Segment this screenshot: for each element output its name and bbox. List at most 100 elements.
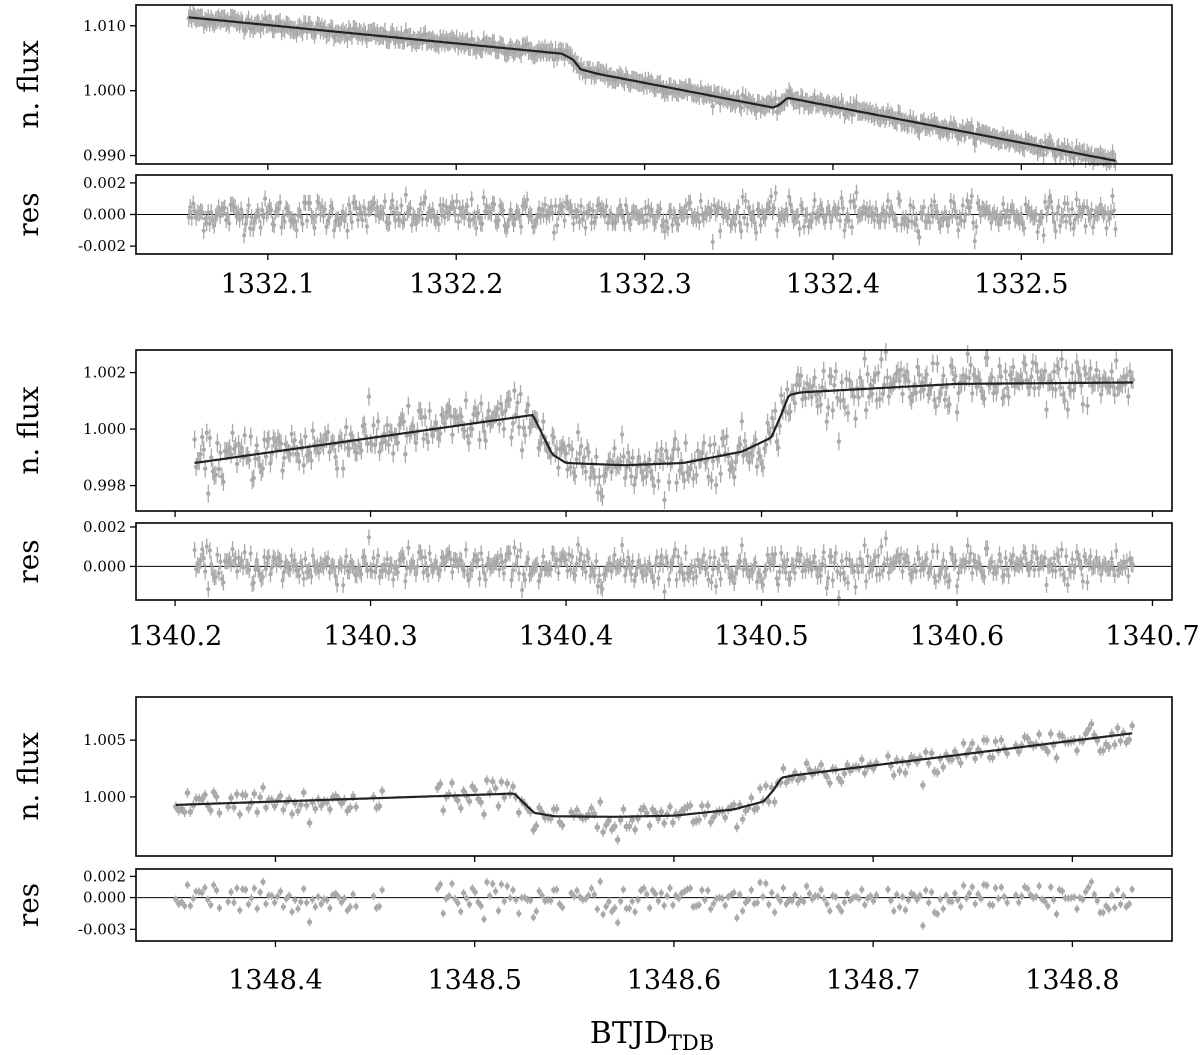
top-res-point bbox=[848, 199, 853, 204]
middle-res-point bbox=[450, 570, 455, 575]
middle-res-point bbox=[501, 571, 506, 576]
top-res-point bbox=[349, 220, 354, 225]
middle-res-point bbox=[709, 580, 714, 585]
top-res-point bbox=[399, 203, 404, 208]
middle-res-point bbox=[610, 562, 615, 567]
middle-flux-point bbox=[821, 368, 826, 374]
middle-flux-point bbox=[651, 483, 657, 489]
middle-flux-point bbox=[568, 465, 573, 470]
middle-flux-point bbox=[401, 419, 407, 424]
top-res-point bbox=[909, 219, 914, 224]
middle-res-point bbox=[309, 574, 314, 579]
middle-flux-point bbox=[1126, 394, 1131, 399]
middle-res-point bbox=[213, 574, 218, 579]
top-res-point bbox=[1082, 205, 1087, 210]
middle-res-point bbox=[401, 556, 406, 561]
middle-res-point bbox=[691, 576, 696, 581]
top-res-point bbox=[206, 210, 211, 215]
middle-res-point bbox=[898, 552, 903, 557]
top-res-point bbox=[685, 215, 690, 220]
middle-res-point bbox=[288, 567, 293, 572]
middle-res-point bbox=[701, 553, 706, 558]
top-res-point bbox=[354, 206, 359, 211]
middle-flux-point bbox=[301, 463, 306, 468]
middle-res-point bbox=[462, 568, 467, 573]
middle-res-point bbox=[714, 584, 719, 589]
middle-flux-point bbox=[383, 439, 388, 444]
middle-flux-point bbox=[621, 454, 626, 459]
top-res-point bbox=[1062, 201, 1067, 206]
top-res-point bbox=[616, 212, 621, 217]
middle-flux-point bbox=[242, 433, 247, 438]
middle-flux-point bbox=[819, 385, 825, 390]
middle-res-point bbox=[618, 562, 623, 567]
middle-flux-point bbox=[739, 419, 745, 424]
middle-res-point bbox=[230, 547, 235, 552]
middle-res-point bbox=[292, 558, 297, 563]
middle-res-point bbox=[914, 569, 919, 574]
middle-res-point bbox=[627, 562, 632, 567]
middle-flux-point bbox=[565, 467, 570, 472]
middle-res-point bbox=[365, 568, 370, 573]
middle-flux-point bbox=[292, 437, 297, 443]
middle-res-point bbox=[941, 558, 946, 563]
middle-flux-point bbox=[522, 433, 528, 438]
top-res-point bbox=[303, 200, 308, 205]
middle-res-point bbox=[1124, 559, 1129, 564]
middle-flux-point bbox=[709, 478, 714, 483]
top-res-point bbox=[662, 229, 667, 234]
middle-res-point bbox=[965, 543, 970, 548]
middle-flux-point bbox=[500, 411, 505, 416]
top-res-point bbox=[775, 228, 780, 233]
middle-flux-point bbox=[371, 423, 376, 428]
middle-res-point bbox=[579, 552, 584, 557]
top-res-point bbox=[1005, 208, 1010, 213]
middle-flux-point bbox=[1023, 362, 1028, 367]
top-res-point bbox=[836, 206, 841, 211]
middle-flux-point bbox=[788, 409, 793, 414]
middle-flux-point bbox=[287, 451, 293, 457]
middle-res-point bbox=[207, 548, 212, 553]
middle-res-point bbox=[1085, 580, 1090, 585]
middle-res-point bbox=[865, 554, 870, 559]
middle-flux-point bbox=[239, 445, 244, 450]
middle-res-point bbox=[711, 567, 716, 572]
middle-res-point bbox=[517, 571, 522, 576]
middle-res-point bbox=[826, 576, 831, 581]
middle-res-point bbox=[253, 567, 258, 572]
middle-res-point bbox=[818, 573, 823, 578]
middle-res-point bbox=[776, 582, 781, 587]
top-res-point bbox=[397, 217, 402, 222]
middle-res-point bbox=[477, 576, 482, 581]
middle-flux-point bbox=[830, 408, 835, 413]
middle-flux-point bbox=[877, 396, 882, 402]
middle-res-point bbox=[718, 577, 723, 582]
middle-res-point bbox=[347, 569, 352, 574]
middle-flux-point bbox=[280, 468, 285, 473]
middle-flux-point bbox=[842, 405, 848, 410]
top-res-point bbox=[201, 228, 206, 233]
top-res-point bbox=[322, 207, 327, 212]
top-res-point bbox=[968, 205, 973, 210]
middle-res-point bbox=[935, 549, 940, 554]
bottom-flux-point bbox=[199, 796, 205, 803]
top-res-point bbox=[710, 239, 715, 244]
middle-flux-point bbox=[1001, 393, 1007, 399]
middle-res-point bbox=[583, 570, 588, 575]
middle-flux-point bbox=[289, 431, 294, 437]
middle-flux-point bbox=[218, 450, 223, 455]
middle-res-point bbox=[1083, 558, 1088, 563]
middle-flux-point bbox=[233, 443, 238, 449]
middle-res-point bbox=[874, 572, 879, 577]
top-res-point bbox=[897, 198, 902, 203]
top-res-point bbox=[188, 204, 193, 209]
middle-res-point bbox=[326, 556, 331, 561]
middle-res-point bbox=[242, 550, 247, 555]
top-res-point bbox=[577, 220, 582, 225]
middle-res-point bbox=[300, 564, 305, 569]
middle-res-point bbox=[586, 556, 591, 561]
middle-flux-point bbox=[906, 379, 911, 384]
middle-res-point bbox=[254, 558, 259, 563]
middle-res-point bbox=[815, 574, 820, 579]
middle-flux-point bbox=[594, 454, 599, 459]
